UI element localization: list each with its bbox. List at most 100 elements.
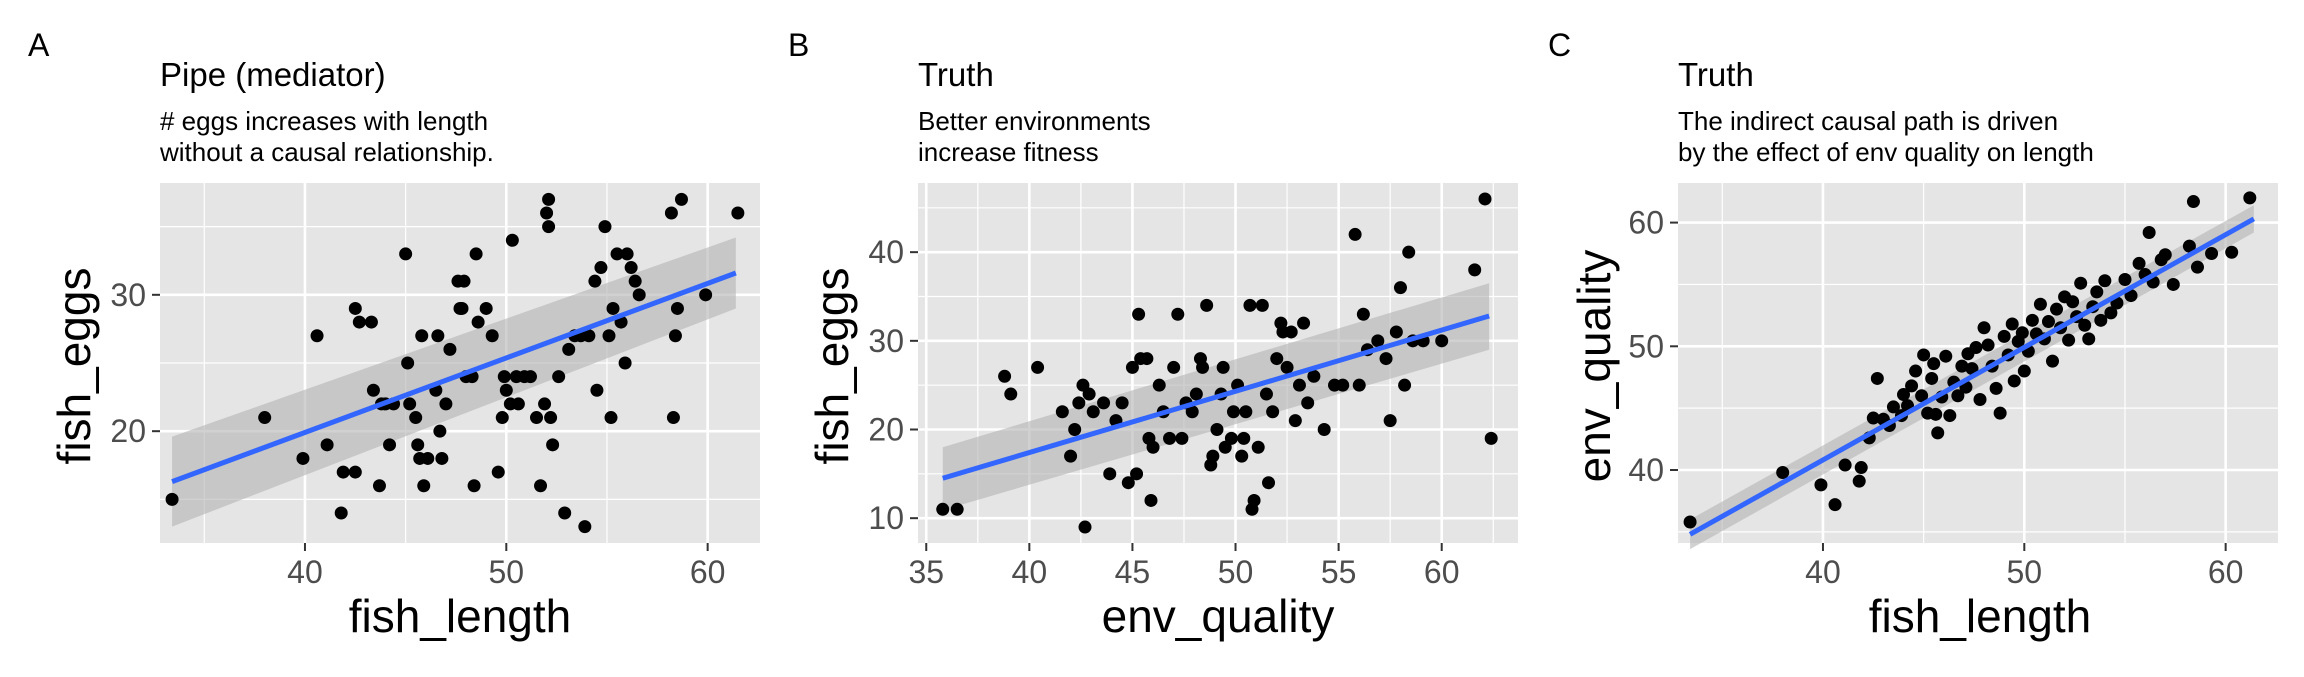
x-tick-label: 35 xyxy=(908,554,944,590)
data-point xyxy=(469,247,483,261)
data-point xyxy=(1852,474,1866,488)
data-point xyxy=(1284,325,1298,339)
data-point xyxy=(1251,440,1265,454)
data-point xyxy=(1292,378,1306,392)
data-point xyxy=(1121,476,1135,490)
data-point xyxy=(1175,431,1189,445)
data-point xyxy=(336,465,350,479)
data-point xyxy=(731,206,745,220)
data-point xyxy=(936,502,950,516)
data-point xyxy=(435,451,449,465)
data-point xyxy=(1909,364,1923,378)
y-axis-label: fish_eggs xyxy=(48,268,100,465)
data-point xyxy=(2082,332,2096,346)
data-point xyxy=(666,411,680,425)
data-point xyxy=(1237,431,1251,445)
data-point xyxy=(530,411,544,425)
data-point xyxy=(1288,414,1302,428)
y-tick-label: 20 xyxy=(110,413,146,449)
data-point xyxy=(668,329,682,343)
data-point xyxy=(2045,354,2059,368)
data-point xyxy=(1402,245,1416,259)
data-point xyxy=(590,383,604,397)
data-point xyxy=(1247,493,1261,507)
data-point xyxy=(2118,272,2132,286)
data-point xyxy=(1064,449,1078,463)
data-point xyxy=(1255,298,1269,312)
data-point xyxy=(1870,371,1884,385)
data-point xyxy=(1103,467,1117,481)
data-point xyxy=(1297,316,1311,330)
data-point xyxy=(366,383,380,397)
data-point xyxy=(2158,248,2172,262)
data-point xyxy=(610,247,624,261)
x-axis-label: env_quality xyxy=(1102,590,1335,642)
data-point xyxy=(950,502,964,516)
data-point xyxy=(606,301,620,315)
data-point xyxy=(628,274,642,288)
data-point xyxy=(1379,352,1393,366)
data-point xyxy=(1196,360,1210,374)
data-point xyxy=(1115,396,1129,410)
data-point xyxy=(2190,260,2204,274)
data-point xyxy=(1270,352,1284,366)
data-point xyxy=(1301,396,1315,410)
data-point xyxy=(2142,225,2156,239)
data-point xyxy=(443,342,457,356)
plot-area: 40 50 60 20 30 xyxy=(110,183,760,590)
data-point xyxy=(542,220,556,234)
data-point xyxy=(1072,396,1086,410)
data-point xyxy=(620,247,634,261)
data-point xyxy=(1216,360,1230,374)
data-point xyxy=(2094,313,2108,327)
data-point xyxy=(2104,306,2118,320)
data-point xyxy=(632,288,646,302)
x-tick-label: 40 xyxy=(1805,554,1841,590)
data-point xyxy=(1171,307,1185,321)
y-tick-label: 40 xyxy=(868,234,904,270)
data-point xyxy=(497,370,511,384)
data-point xyxy=(1814,478,1828,492)
chart-subtitle-line-1: Better environments xyxy=(918,106,1151,136)
panel-tag: A xyxy=(28,27,50,63)
plot-area: 35 40 45 50 55 60 10 20 30 40 xyxy=(868,183,1518,590)
panel-a: 40 50 60 20 30 A Pipe (mediator) # eggs incr… xyxy=(28,27,760,642)
data-point xyxy=(1973,392,1987,406)
x-tick-label: 60 xyxy=(690,554,726,590)
data-point xyxy=(538,397,552,411)
data-point xyxy=(1317,423,1331,437)
data-point xyxy=(1082,387,1096,401)
data-point xyxy=(296,451,310,465)
chart-subtitle-line-2: without a causal relationship. xyxy=(159,137,494,167)
data-point xyxy=(1163,431,1177,445)
data-point xyxy=(334,506,348,520)
panel-c: 40 50 60 40 50 60 C Truth The indirect causal… xyxy=(1548,27,2278,642)
data-point xyxy=(2205,247,2219,261)
data-point xyxy=(1917,348,1931,362)
panel-tag: B xyxy=(788,27,809,63)
data-point xyxy=(523,370,537,384)
y-tick-label: 20 xyxy=(868,412,904,448)
data-point xyxy=(1854,461,1868,475)
data-point xyxy=(1398,378,1412,392)
x-tick-label: 40 xyxy=(287,554,323,590)
data-point xyxy=(1371,334,1385,348)
data-point xyxy=(1152,378,1166,392)
data-point xyxy=(1226,405,1240,419)
data-point xyxy=(352,315,366,329)
data-point xyxy=(1336,378,1350,392)
data-point xyxy=(594,261,608,275)
data-point xyxy=(1886,400,1900,414)
data-point xyxy=(1031,360,1045,374)
x-tick-label: 50 xyxy=(489,554,525,590)
data-point xyxy=(1055,405,1069,419)
data-point xyxy=(578,520,592,534)
data-point xyxy=(2074,276,2088,290)
data-point xyxy=(602,329,616,343)
confidence-band xyxy=(172,237,736,527)
data-point xyxy=(1989,381,2003,395)
data-point xyxy=(1266,405,1280,419)
data-point xyxy=(511,397,525,411)
data-point xyxy=(1393,281,1407,295)
data-point xyxy=(1389,325,1403,339)
